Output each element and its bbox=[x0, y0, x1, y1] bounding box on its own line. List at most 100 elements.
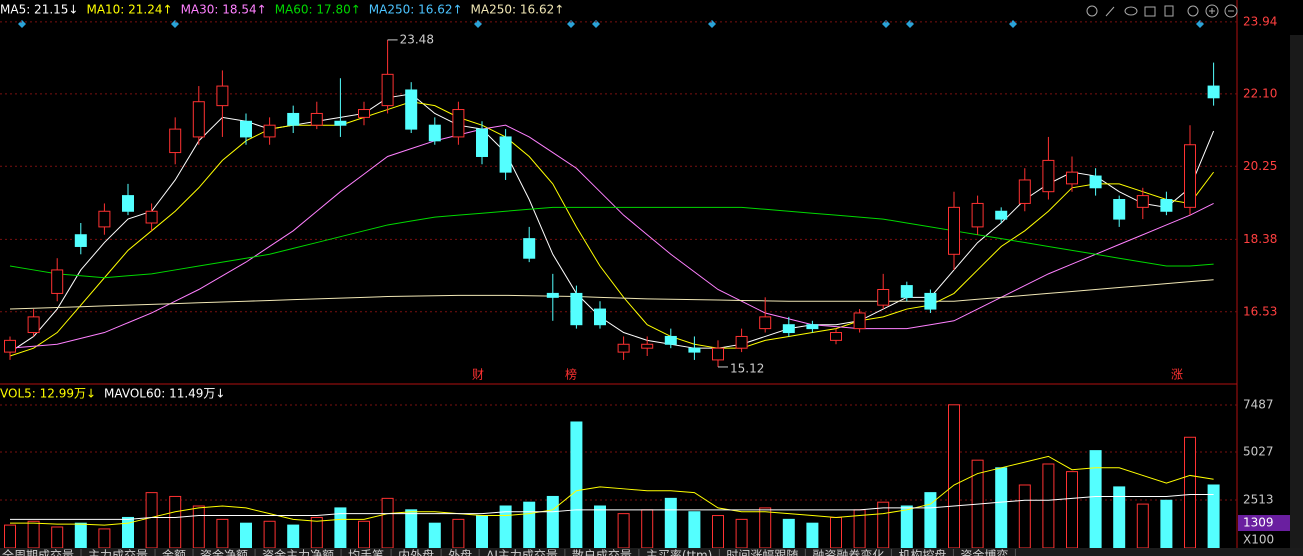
tab[interactable]: 机构控盘 bbox=[898, 548, 946, 556]
volume-bar bbox=[806, 522, 819, 549]
candle-body bbox=[51, 269, 64, 294]
tab[interactable]: 资金主力净额 bbox=[262, 548, 334, 556]
volume-bar bbox=[358, 520, 370, 549]
volume-bar bbox=[759, 507, 772, 549]
volume-bar bbox=[782, 518, 795, 549]
candle-body bbox=[948, 206, 960, 255]
candle-body bbox=[334, 120, 347, 126]
zoom-out-icon[interactable] bbox=[1224, 4, 1238, 18]
legend-entry: MA30: 18.54↑ bbox=[181, 3, 267, 17]
volume-bar bbox=[712, 515, 724, 549]
volume-bar bbox=[617, 513, 630, 549]
volume-bar bbox=[405, 509, 418, 549]
volume-bar bbox=[546, 495, 559, 549]
zoom-in-icon[interactable] bbox=[1205, 4, 1219, 18]
tab[interactable]: 散户成交量 bbox=[572, 548, 632, 556]
candle-body bbox=[381, 73, 394, 107]
info-icon[interactable] bbox=[1187, 5, 1199, 17]
volume-bar bbox=[948, 404, 960, 549]
settings-icon[interactable] bbox=[1086, 5, 1098, 17]
candle-body bbox=[1089, 175, 1102, 189]
eye-icon[interactable] bbox=[1124, 6, 1138, 16]
tab[interactable]: 主力成交量 bbox=[88, 548, 148, 556]
volume-bar bbox=[263, 520, 276, 549]
candle-body bbox=[759, 316, 772, 330]
volume-bar bbox=[98, 528, 111, 549]
toolbar[interactable] bbox=[1086, 4, 1238, 18]
tab[interactable]: 资金净额 bbox=[200, 548, 248, 556]
tab[interactable]: 时间涨幅跟随 bbox=[726, 548, 798, 556]
candle-body bbox=[546, 292, 559, 298]
volume-bar bbox=[664, 497, 677, 549]
legend-entry: MA250: 16.62↑ bbox=[369, 3, 463, 17]
last-value: 1309 bbox=[1243, 516, 1274, 530]
volume-bar bbox=[830, 516, 842, 549]
candle-body bbox=[688, 347, 701, 353]
tab[interactable]: 主买率(ttm) bbox=[646, 548, 712, 556]
y-tick-label: 22.10 bbox=[1243, 86, 1277, 100]
candle-body bbox=[1160, 199, 1173, 212]
volume-bar bbox=[995, 467, 1008, 549]
ma-line bbox=[9, 101, 1214, 357]
candle-body bbox=[830, 332, 842, 341]
candle-body bbox=[476, 128, 488, 157]
volume-bar bbox=[381, 497, 394, 549]
candle-body bbox=[523, 238, 536, 259]
candle-body bbox=[27, 316, 40, 334]
event-label: 涨 bbox=[1171, 367, 1183, 382]
candle-body bbox=[735, 335, 748, 349]
y-tick-label: 2513 bbox=[1243, 493, 1274, 507]
annotation: 23.48 bbox=[400, 32, 434, 46]
volume-bar bbox=[216, 518, 229, 549]
tab[interactable]: AI主力成交量 bbox=[486, 548, 558, 556]
tab-bar bbox=[0, 548, 1303, 556]
volume-bar bbox=[310, 516, 323, 549]
candle-body bbox=[1042, 159, 1055, 193]
candle-body bbox=[1207, 85, 1220, 99]
tab[interactable]: 均手笔 bbox=[348, 548, 384, 556]
diamond bbox=[882, 20, 890, 28]
y-tick-label: 20.25 bbox=[1243, 159, 1277, 173]
volume-bar bbox=[1042, 463, 1055, 549]
tab[interactable]: 内外盘 bbox=[398, 548, 434, 556]
event-label: 榜 bbox=[565, 367, 577, 382]
draw-icon[interactable] bbox=[1105, 6, 1115, 17]
candle-body bbox=[806, 324, 819, 330]
candle-body bbox=[853, 312, 866, 330]
candle-body bbox=[98, 210, 111, 228]
event-label: 财 bbox=[472, 368, 484, 382]
tab[interactable]: 外盘 bbox=[448, 548, 472, 556]
candle-body bbox=[74, 234, 87, 247]
candle-body bbox=[192, 101, 205, 138]
volume-bar bbox=[688, 511, 701, 549]
candle-body bbox=[4, 339, 16, 353]
plus[interactable] bbox=[1209, 8, 1215, 14]
legend-entry: MA5: 21.15↓ bbox=[0, 3, 78, 17]
ma-line bbox=[9, 279, 1214, 310]
tab[interactable]: 全周期成交量 bbox=[2, 548, 74, 556]
volume-bar bbox=[877, 501, 890, 549]
candle-body bbox=[452, 109, 465, 138]
box-icon[interactable] bbox=[1144, 6, 1156, 17]
tab[interactable]: 融资融券变化 bbox=[812, 548, 884, 556]
candle-body bbox=[664, 335, 677, 345]
candle-body bbox=[712, 347, 724, 361]
tab[interactable]: 资金博弈 bbox=[960, 548, 1008, 556]
diamond bbox=[592, 20, 600, 28]
volume-bar bbox=[27, 520, 40, 549]
volume-bar bbox=[735, 518, 748, 549]
volume-bar bbox=[192, 505, 205, 549]
tab[interactable]: 金额 bbox=[162, 548, 186, 556]
volume-bar bbox=[145, 492, 158, 549]
volume-bar bbox=[51, 526, 64, 549]
volume-bar bbox=[476, 515, 488, 549]
volume-bar bbox=[641, 509, 654, 549]
candle-body bbox=[877, 288, 890, 306]
volume-bar bbox=[594, 505, 606, 549]
candle-body bbox=[263, 124, 276, 138]
candle-body bbox=[1066, 171, 1078, 185]
volume-bar bbox=[428, 522, 441, 549]
delete-icon[interactable] bbox=[1164, 5, 1174, 17]
